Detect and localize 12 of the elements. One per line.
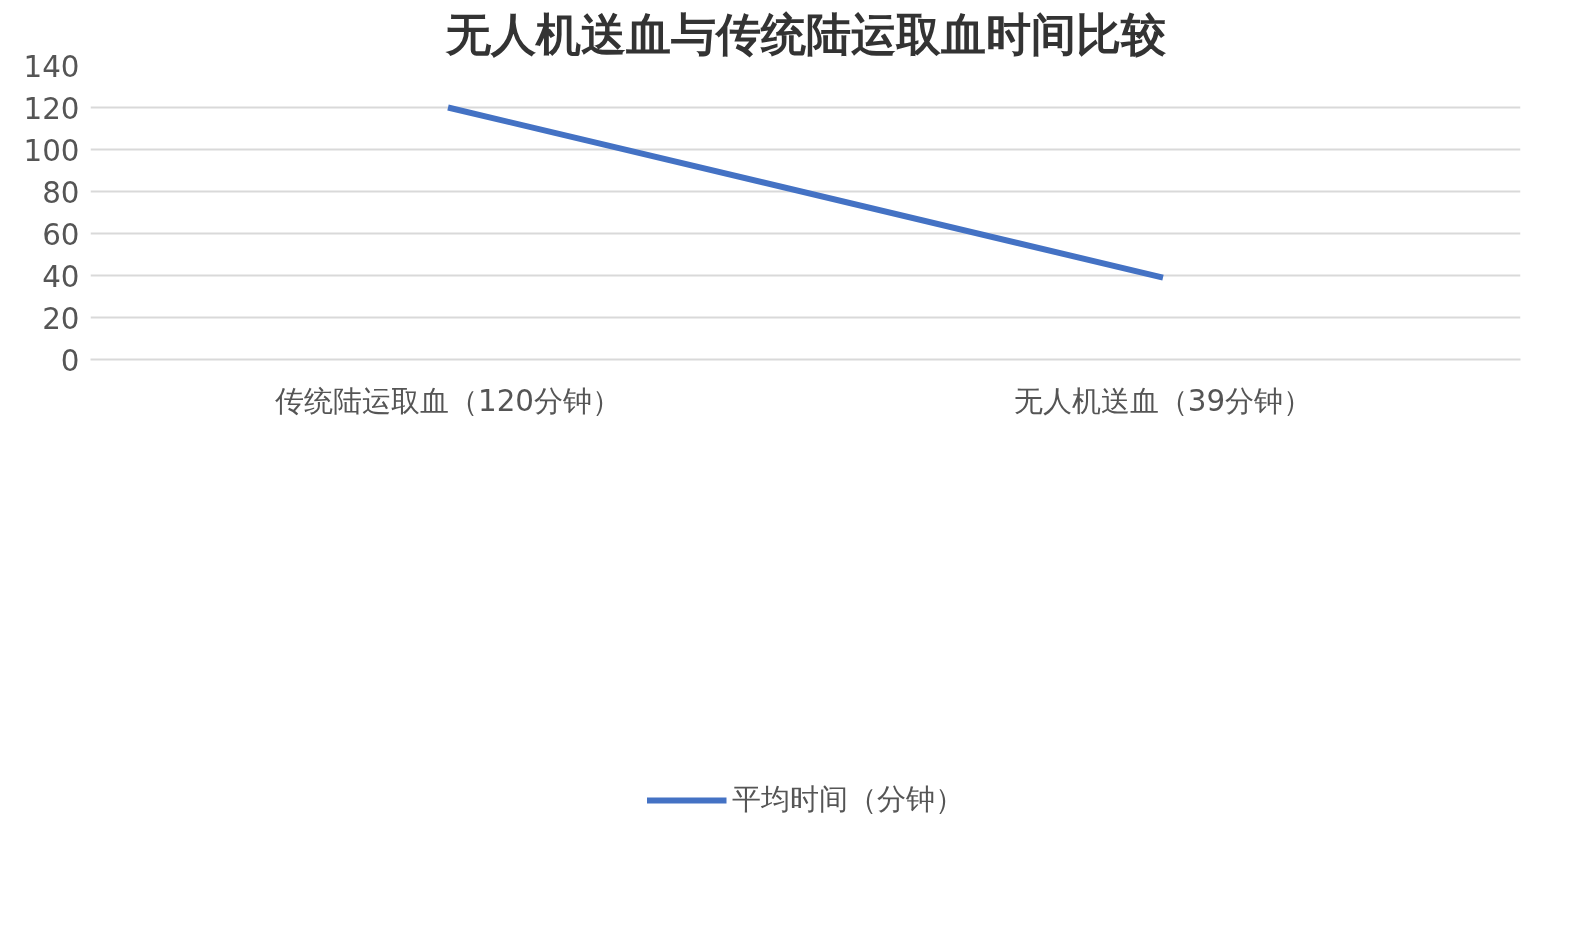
legend-label: 平均时间（分钟） — [731, 781, 964, 818]
y-tick-label: 40 — [42, 259, 80, 294]
chart-title: 无人机送血与传统陆运取血时间比较 — [444, 7, 1167, 61]
y-tick-label: 20 — [42, 301, 80, 336]
y-tick-label: 80 — [42, 175, 80, 210]
y-tick-label: 60 — [42, 217, 80, 252]
x-tick-label: 无人机送血（39分钟） — [1013, 383, 1313, 418]
y-tick-label: 120 — [23, 91, 80, 126]
x-tick-label: 传统陆运取血（120分钟） — [275, 383, 621, 418]
y-tick-label: 140 — [23, 49, 80, 84]
y-tick-label: 0 — [60, 343, 80, 378]
y-tick-label: 100 — [23, 133, 80, 168]
